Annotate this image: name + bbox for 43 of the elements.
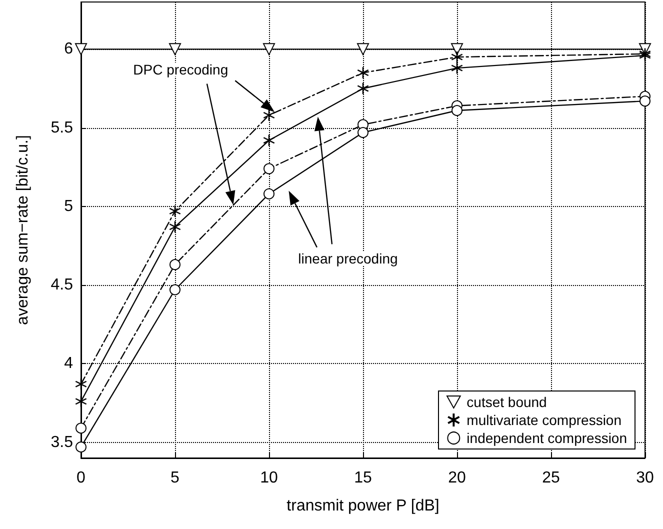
x-tick-label: 15 [354,470,372,486]
x-tick-label: 20 [448,470,466,486]
x-tick-label: 0 [76,470,86,486]
x-tick-label: 10 [260,470,278,486]
x-tick-label: 5 [170,470,180,486]
point [76,441,86,452]
point [170,259,180,270]
y-axis-title: average sum−rate [bit/c.u.] [14,135,32,325]
point [264,163,274,174]
point [169,221,181,233]
y-tick-label: 3.5 [50,434,74,451]
y-tick-label: 4.5 [50,276,74,294]
point [264,188,274,200]
point [170,284,180,296]
point [75,396,87,408]
point [263,110,275,121]
y-tick-label: 5 [64,198,74,215]
point [358,127,368,138]
legend-label: multivariate compression [466,412,622,428]
point [169,43,181,56]
legend-label: independent compression [466,430,628,446]
y-tick-label: 4 [64,355,74,372]
point [451,51,463,63]
point [76,422,86,434]
point [357,43,369,56]
y-tick-label: 6 [64,40,74,58]
x-tick-label: 25 [542,470,560,486]
x-tick-label: 30 [636,470,654,486]
point [357,82,369,94]
annotation: linear precoding [298,250,398,266]
point [169,205,181,217]
point [263,134,275,146]
point [451,43,463,56]
point [75,378,87,390]
point [452,105,462,116]
point [451,62,463,74]
annotation: DPC precoding [133,62,228,78]
point [640,96,650,107]
legend-label: cutset bound [466,394,547,410]
point [357,67,369,78]
x-axis-title: transmit power P [dB] [286,498,440,514]
y-tick-label: 5.5 [50,119,74,136]
point [263,43,275,56]
